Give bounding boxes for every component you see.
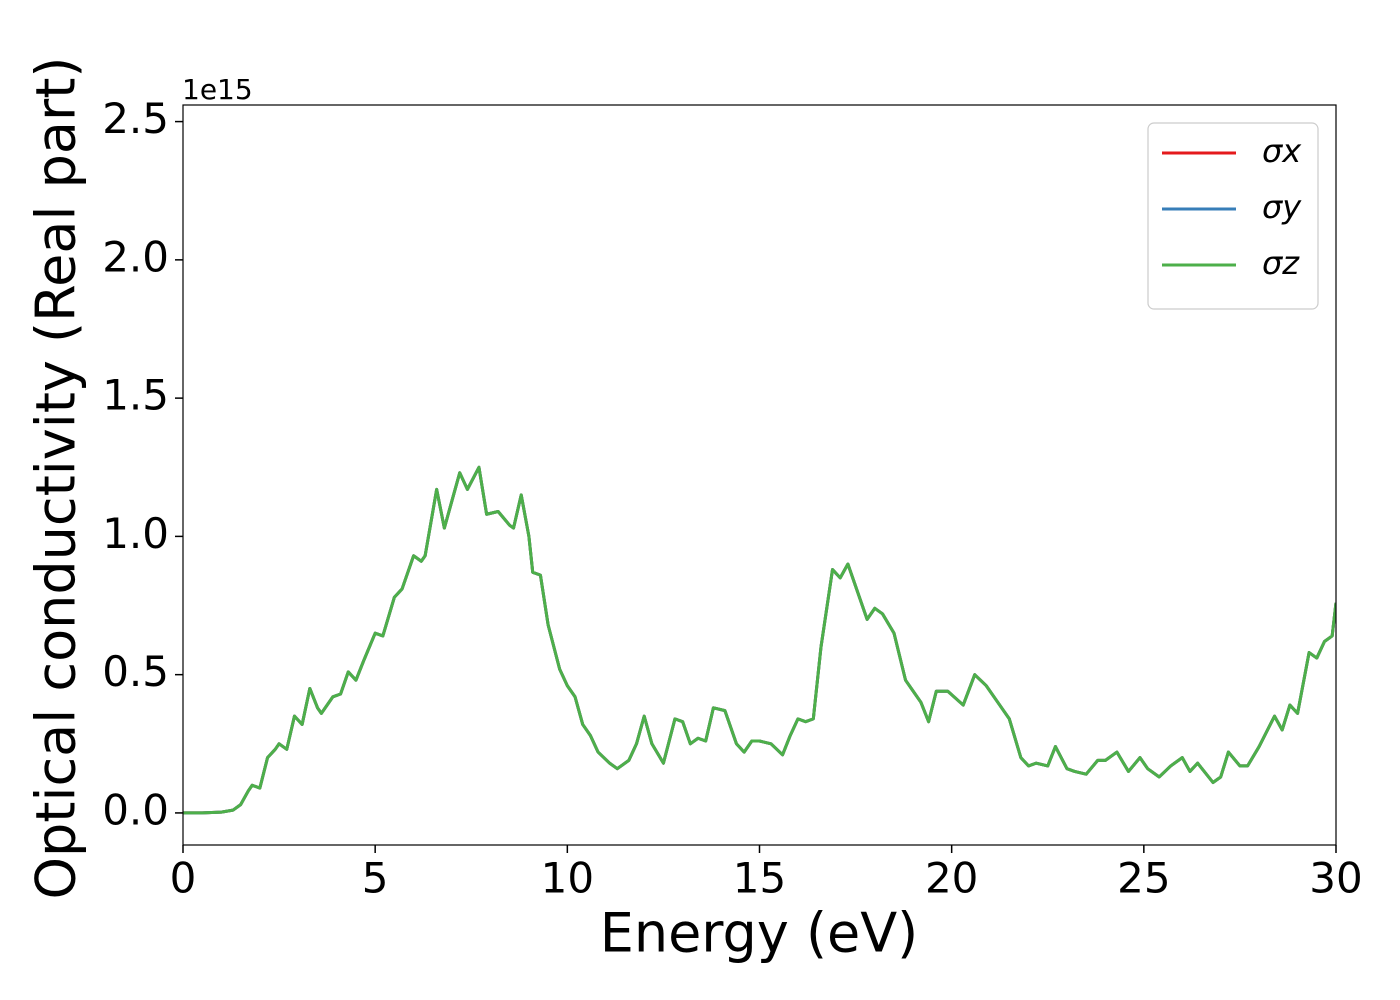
series-line (183, 465, 1336, 815)
y-tick-label: 2.0 (102, 232, 169, 281)
x-tick-label: 15 (733, 854, 786, 903)
y-tick-label: 0.0 (102, 785, 169, 834)
legend-label: σx (1262, 132, 1302, 170)
x-tick-label: 20 (925, 854, 978, 903)
x-tick-label: 30 (1309, 854, 1362, 903)
y-tick-label: 0.5 (102, 647, 169, 696)
x-tick-label: 25 (1117, 854, 1170, 903)
legend-box (1147, 122, 1319, 310)
x-tick-label: 10 (541, 854, 594, 903)
x-tick-label: 0 (170, 854, 197, 903)
y-axis-label: Optical conductivity (Real part) (25, 57, 88, 900)
plot-frame (182, 104, 1337, 846)
y-offset-text: 1e15 (182, 73, 253, 106)
series-line (183, 465, 1336, 815)
legend-label: σy (1262, 188, 1302, 226)
y-tick-label: 2.5 (102, 94, 169, 143)
y-tick-label: 1.0 (102, 509, 169, 558)
x-tick-label: 5 (362, 854, 389, 903)
series-line (183, 465, 1336, 815)
legend-label: σz (1262, 244, 1300, 282)
y-tick-label: 1.5 (102, 371, 169, 420)
x-axis-label: Energy (eV) (600, 902, 919, 965)
